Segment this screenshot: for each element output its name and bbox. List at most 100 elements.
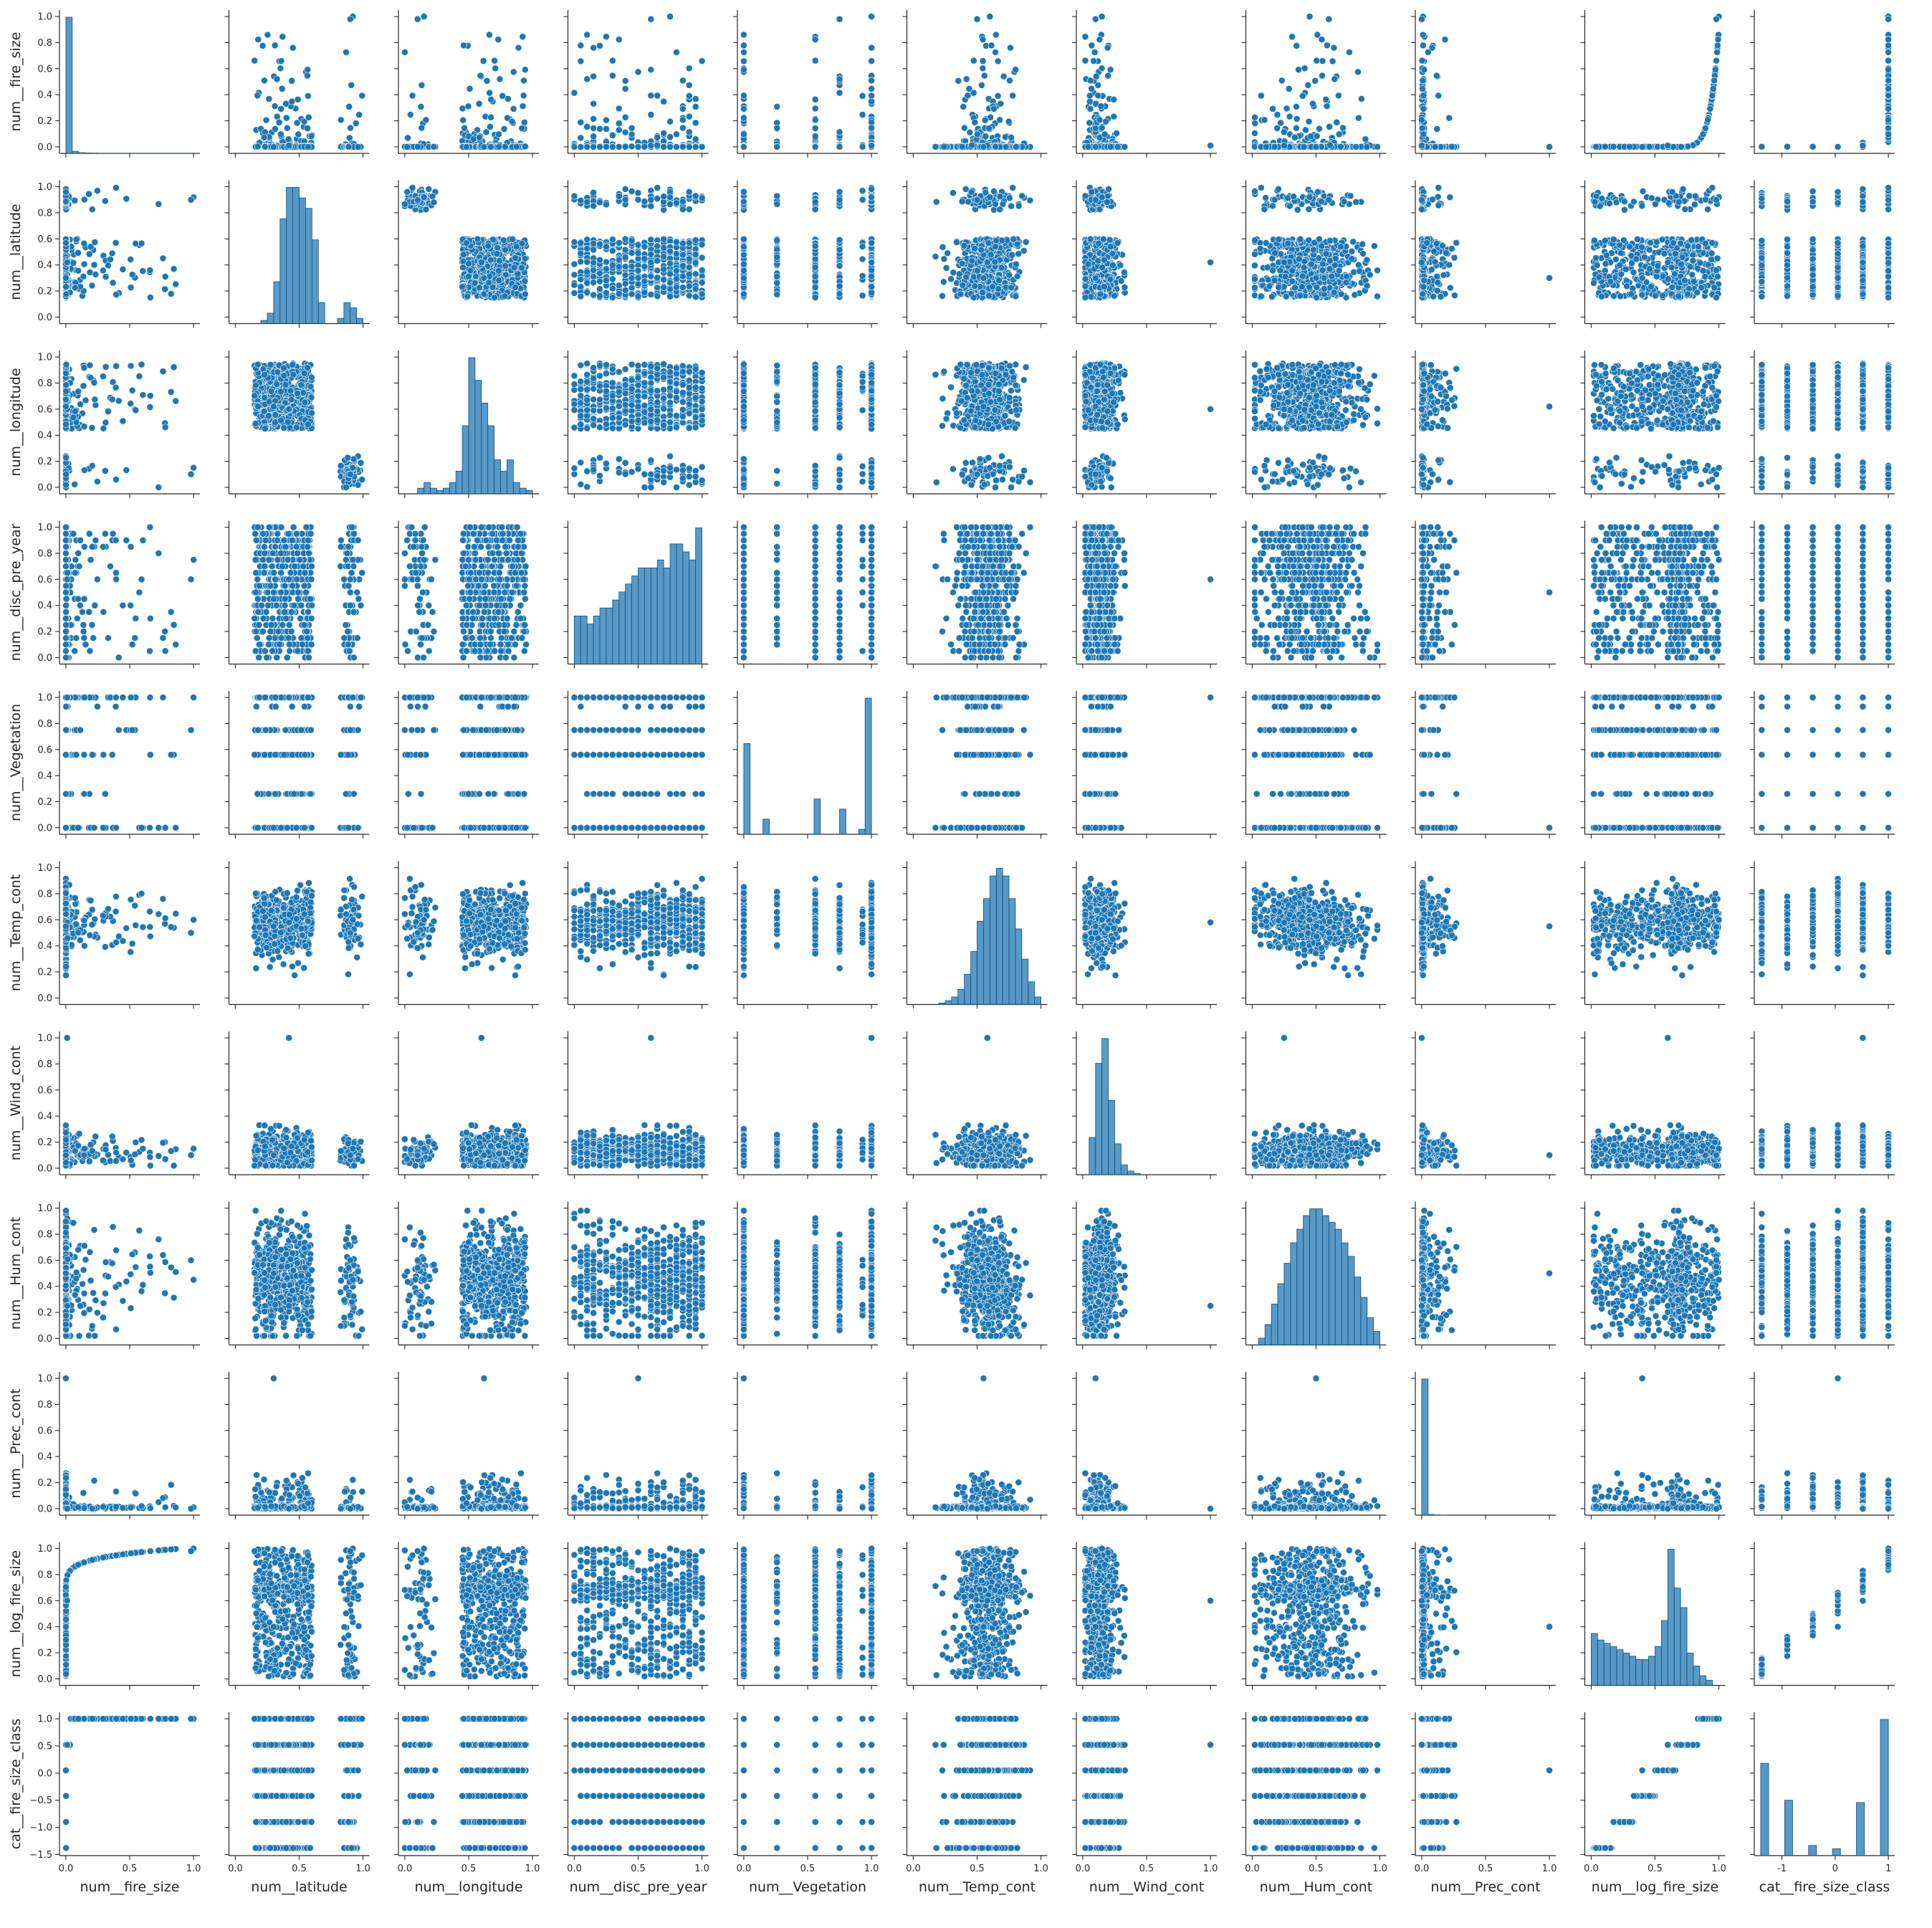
scatter-point: [277, 65, 284, 72]
scatter-point: [254, 92, 261, 99]
scatter-point: [272, 103, 278, 110]
scatter-point: [276, 119, 282, 125]
scatter-point: [463, 143, 469, 150]
scatter-point: [279, 34, 286, 40]
scatter-point: [407, 111, 413, 118]
scatter-point: [272, 42, 278, 49]
scatter-point: [295, 96, 301, 102]
scatter-point: [476, 134, 482, 140]
scatter-point: [282, 100, 289, 107]
scatter-point: [254, 143, 261, 150]
scatter-point: [414, 16, 421, 22]
scatter-point: [286, 142, 292, 148]
scatter-point: [504, 115, 510, 121]
scatter-point: [603, 34, 609, 40]
y-tick-label: 0.8: [37, 38, 52, 49]
scatter-point: [496, 143, 502, 150]
scatter-point: [692, 103, 699, 110]
scatter-point: [304, 72, 310, 79]
scatter-point: [285, 136, 292, 143]
scatter-point: [519, 125, 525, 131]
scatter-point: [520, 92, 527, 99]
scatter-point: [355, 143, 361, 150]
scatter-point: [520, 103, 526, 110]
scatter-point: [487, 114, 494, 120]
histogram-bar: [72, 151, 79, 153]
scatter-point: [470, 136, 477, 143]
scatter-point: [521, 119, 527, 125]
scatter-point: [487, 143, 494, 150]
histogram-bar: [66, 17, 72, 153]
scatter-point: [270, 143, 277, 150]
y-tick-label: 0.2: [37, 116, 52, 127]
scatter-point: [347, 125, 353, 131]
scatter-point: [414, 143, 421, 150]
scatter-point: [481, 143, 487, 150]
scatter-point: [622, 129, 628, 135]
scatter-point: [289, 77, 295, 84]
scatter-point: [419, 82, 425, 88]
scatter-point: [343, 49, 349, 55]
scatter-point: [487, 90, 493, 96]
scatter-point: [266, 95, 272, 102]
scatter-point: [467, 85, 473, 92]
scatter-point: [477, 72, 484, 79]
scatter-point: [290, 44, 296, 51]
scatter-point: [515, 44, 522, 51]
scatter-point: [346, 103, 353, 110]
scatter-point: [305, 67, 311, 73]
scatter-point: [294, 120, 300, 126]
scatter-point: [409, 92, 416, 99]
scatter-point: [460, 42, 467, 49]
scatter-point: [520, 34, 526, 40]
scatter-point: [492, 65, 499, 72]
scatter-point: [278, 57, 284, 64]
scatter-point: [272, 125, 278, 132]
scatter-point: [476, 100, 482, 107]
scatter-point: [460, 117, 467, 123]
scatter-point: [495, 37, 502, 43]
scatter-point: [284, 125, 290, 131]
scatter-point: [262, 143, 268, 150]
scatter-point: [305, 125, 311, 131]
panel-num__fire_size-vs-num__longitude: [394, 10, 539, 158]
scatter-point: [259, 42, 266, 49]
scatter-point: [261, 77, 267, 84]
y-tick-label: 1.0: [37, 12, 52, 23]
scatter-point: [404, 143, 411, 150]
scatter-point: [465, 103, 472, 110]
y-tick-label: 0.0: [37, 142, 52, 153]
scatter-point: [486, 32, 492, 38]
scatter-point: [264, 32, 271, 38]
scatter-point: [404, 135, 411, 141]
scatter-point: [359, 92, 365, 99]
panel-num__fire_size-vs-num__disc_pre_year: [564, 10, 709, 158]
scatter-point: [502, 143, 508, 150]
scatter-point: [495, 131, 502, 138]
scatter-point: [510, 69, 517, 75]
scatter-point: [484, 77, 490, 84]
scatter-point: [263, 117, 269, 123]
scatter-point: [277, 131, 284, 138]
scatter-point: [401, 49, 408, 55]
scatter-point: [461, 125, 467, 131]
scatter-point: [522, 143, 528, 150]
scatter-point: [252, 57, 258, 64]
scatter-point: [295, 131, 302, 138]
scatter-point: [488, 96, 494, 102]
scatter-point: [501, 125, 507, 132]
scatter-point: [356, 111, 363, 118]
scatter-point: [499, 92, 506, 99]
scatter-point: [522, 67, 528, 73]
scatter-point: [353, 120, 359, 126]
scatter-point: [305, 92, 311, 99]
y-tick-label: 0.6: [37, 64, 52, 75]
scatter-point: [308, 133, 315, 139]
panel-num__fire_size-vs-num__fire_size: 0.00.20.40.60.81.0num__fire_size: [8, 10, 200, 158]
y-axis-label: num__fire_size: [8, 32, 24, 132]
scatter-point: [274, 76, 280, 82]
scatter-point: [348, 82, 355, 88]
scatter-point: [510, 105, 517, 112]
scatter-point: [345, 143, 352, 150]
scatter-point: [419, 125, 425, 131]
